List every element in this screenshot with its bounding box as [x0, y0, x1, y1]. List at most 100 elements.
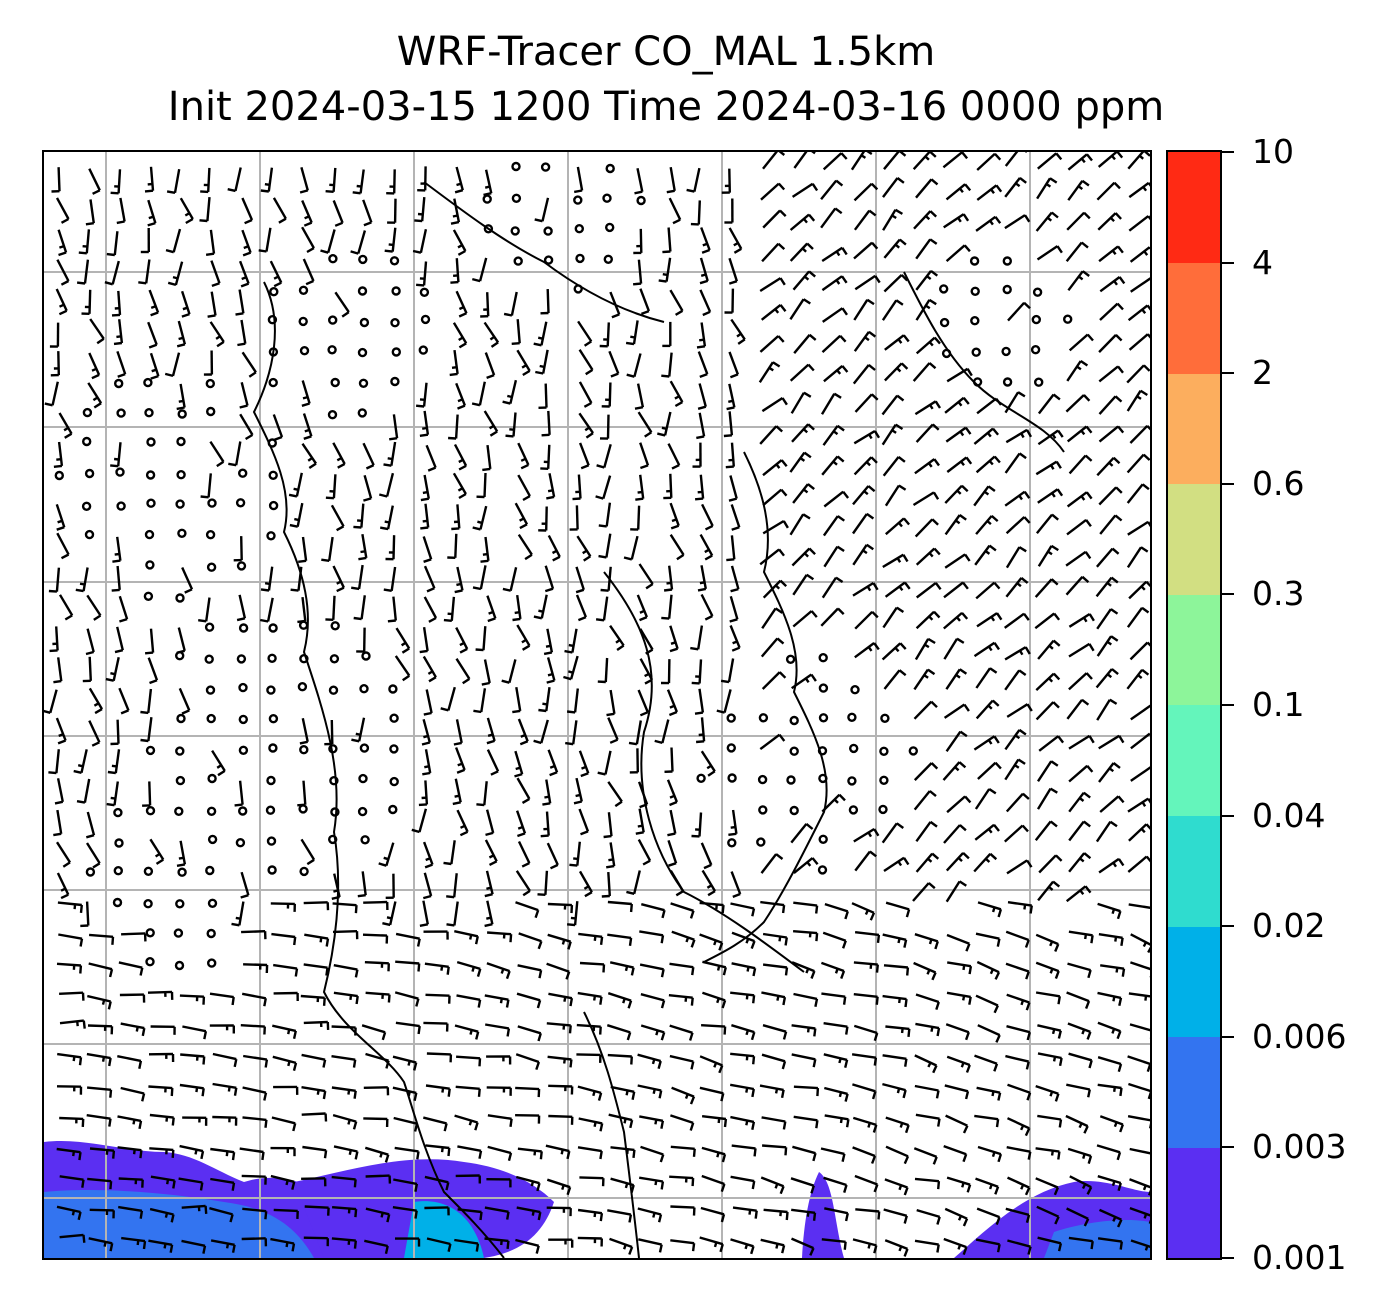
wind-barb: [325, 474, 337, 500]
calm-wind-marker: [972, 377, 983, 387]
wind-barb: [914, 1084, 940, 1099]
calm-wind-marker: [174, 651, 185, 661]
wind-barb: [423, 1021, 449, 1032]
wind-barb: [822, 515, 845, 537]
calm-wind-marker: [268, 623, 278, 633]
calm-wind-marker: [265, 805, 276, 815]
wind-barb: [881, 423, 904, 446]
coastline-east-peninsula: [703, 451, 828, 963]
wind-barb: [1128, 333, 1150, 351]
wind-barb: [514, 750, 524, 778]
map-title-line1: WRF-Tracer CO_MAL 1.5km: [396, 29, 936, 75]
wind-barb: [1037, 1052, 1063, 1067]
wind-barb: [1130, 933, 1150, 954]
wind-barb: [820, 392, 842, 415]
wind-barb: [387, 596, 397, 623]
wind-barb: [426, 1052, 453, 1063]
wind-barb: [1096, 1144, 1122, 1161]
calm-wind-marker: [297, 682, 308, 692]
wind-barb: [609, 625, 625, 651]
wind-barb: [502, 567, 518, 592]
wind-barb: [758, 361, 781, 383]
wind-barb: [1129, 425, 1150, 444]
wind-barb: [1126, 668, 1150, 690]
calm-wind-marker: [205, 378, 216, 389]
wind-barb: [760, 1238, 786, 1254]
wind-barb: [210, 1239, 236, 1253]
calm-wind-marker: [84, 468, 95, 479]
wind-barb: [455, 382, 467, 410]
wind-barb: [792, 270, 816, 291]
colorbar-band: [1168, 152, 1220, 264]
wind-barb: [725, 442, 735, 469]
wind-barb: [452, 322, 468, 349]
wind-barb: [241, 1237, 268, 1247]
wind-barb: [453, 443, 468, 471]
wind-barb: [944, 553, 971, 569]
calm-wind-marker: [849, 743, 859, 754]
wind-barb: [167, 261, 184, 287]
calm-wind-marker: [207, 834, 218, 845]
wind-barb: [548, 992, 574, 1007]
wind-barb: [914, 458, 940, 475]
wind-barb: [383, 566, 397, 592]
wind-barb: [1034, 612, 1061, 630]
wind-barb: [515, 1086, 541, 1098]
wind-barb: [1007, 1239, 1032, 1255]
wind-barb: [666, 166, 676, 194]
wind-barb: [58, 594, 74, 621]
wind-barb: [515, 1238, 540, 1254]
wind-barb: [912, 152, 937, 171]
wind-barb: [517, 1025, 542, 1042]
wind-barb: [569, 841, 581, 867]
wind-barb: [1097, 212, 1122, 231]
calm-wind-marker: [177, 528, 187, 538]
wind-barb: [578, 808, 590, 836]
wind-barb: [791, 1024, 817, 1037]
wind-barb: [178, 687, 191, 715]
calm-wind-marker: [176, 436, 186, 447]
wind-barb: [150, 1175, 176, 1189]
wind-barb: [762, 459, 788, 477]
wind-barb: [881, 299, 904, 321]
wind-barb: [885, 517, 911, 536]
wind-barb: [761, 671, 787, 690]
wind-barb: [625, 320, 639, 346]
calm-wind-marker: [359, 743, 370, 753]
wind-barb: [301, 200, 313, 227]
wind-barb: [418, 780, 429, 807]
wind-barb: [915, 238, 938, 260]
calm-wind-marker: [726, 713, 736, 723]
wind-barb: [915, 178, 939, 199]
wind-barb: [789, 363, 815, 382]
wind-barb: [597, 657, 609, 684]
wind-barb: [1005, 516, 1031, 535]
wind-barb: [484, 352, 496, 380]
calm-wind-marker: [114, 838, 124, 848]
calm-wind-marker: [175, 899, 185, 909]
wind-barb: [884, 1178, 909, 1196]
wind-barb: [51, 167, 61, 193]
calm-wind-marker: [727, 838, 737, 848]
wind-barb: [669, 502, 680, 530]
calm-wind-marker: [143, 377, 153, 388]
wind-barb: [386, 169, 396, 195]
wind-barb: [176, 320, 187, 348]
calm-wind-marker: [298, 285, 309, 296]
wind-barb: [1095, 820, 1118, 843]
wind-barb: [86, 1086, 113, 1098]
wind-barb: [639, 288, 651, 316]
wind-barb: [852, 512, 875, 535]
wind-barb: [671, 930, 696, 948]
wind-barb: [669, 1054, 695, 1070]
wind-barb: [501, 659, 517, 684]
wind-barb: [636, 594, 649, 622]
wind-barb: [913, 1147, 938, 1165]
wind-barb: [662, 227, 672, 254]
wind-barb: [446, 873, 458, 899]
wind-barb: [820, 961, 846, 980]
wind-barb: [456, 994, 482, 1008]
wind-barb: [973, 641, 1000, 658]
wind-barb: [331, 1175, 357, 1188]
wind-barb: [601, 382, 612, 408]
